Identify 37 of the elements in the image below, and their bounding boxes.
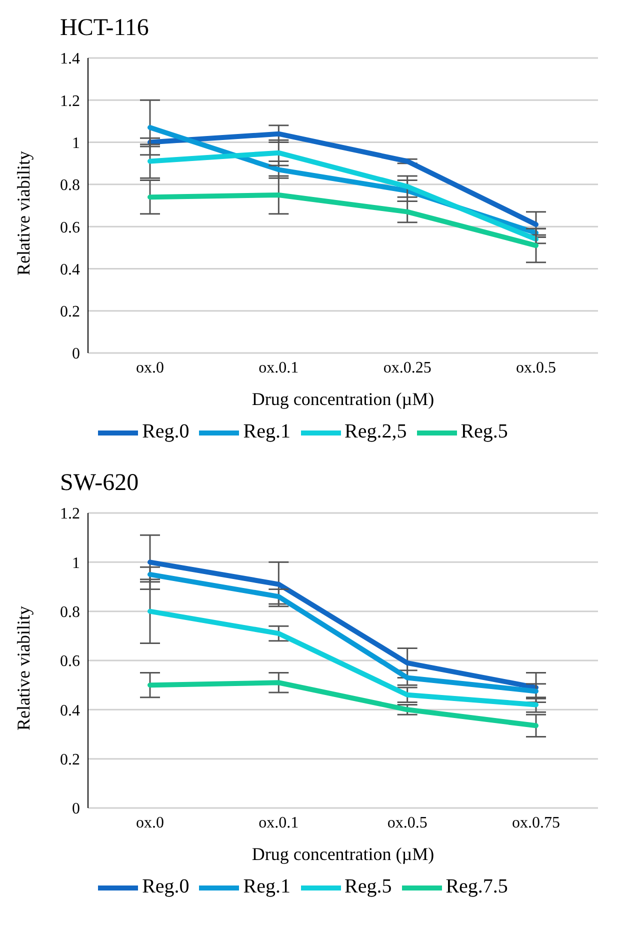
legend-label: Reg.5 — [460, 420, 508, 443]
legend-label: Reg.1 — [243, 876, 290, 898]
x-tick-label: ox.0.1 — [258, 359, 299, 376]
y-tick-label: 0.8 — [60, 177, 80, 194]
x-axis-title: Drug concentration (µM) — [252, 389, 434, 409]
legend-label: Reg.1 — [243, 420, 290, 443]
x-tick-label: ox.0.75 — [512, 814, 560, 832]
chart-title: SW-620 — [59, 469, 140, 498]
chart-title: HCT-116 — [59, 14, 150, 43]
legend-label: Reg.7.5 — [446, 876, 508, 898]
y-tick-label: 0.4 — [60, 702, 80, 720]
y-tick-label: 0.2 — [60, 752, 80, 769]
x-axis-title: Drug concentration (µM) — [252, 844, 434, 864]
x-tick-label: ox.0.5 — [516, 359, 556, 376]
x-tick-label: ox.0 — [136, 359, 164, 376]
legend-label: Reg.0 — [142, 876, 190, 898]
y-tick-label: 0.6 — [60, 653, 80, 670]
x-tick-label: ox.0.25 — [383, 359, 432, 376]
y-axis-title: Relative viability — [13, 151, 34, 276]
legend-label: Reg.5 — [344, 876, 392, 898]
y-tick-label: 1 — [72, 134, 80, 152]
y-tick-label: 0 — [72, 346, 80, 363]
y-tick-label: 0 — [72, 800, 80, 818]
y-tick-label: 1.4 — [60, 50, 80, 68]
y-tick-label: 1.2 — [60, 506, 80, 523]
legend-label: Reg.0 — [142, 420, 190, 443]
y-tick-label: 1.2 — [60, 92, 80, 110]
x-tick-label: ox.0 — [136, 814, 164, 832]
y-tick-label: 1 — [72, 554, 80, 572]
y-tick-label: 0.2 — [60, 304, 80, 321]
y-tick-label: 0.6 — [60, 219, 80, 236]
y-tick-label: 0.4 — [60, 261, 80, 278]
x-tick-label: ox.0.1 — [258, 814, 299, 832]
y-tick-label: 0.8 — [60, 604, 80, 622]
x-tick-label: ox.0.5 — [387, 814, 428, 832]
y-axis-title: Relative viability — [13, 606, 34, 730]
legend-label: Reg.2,5 — [344, 420, 407, 443]
